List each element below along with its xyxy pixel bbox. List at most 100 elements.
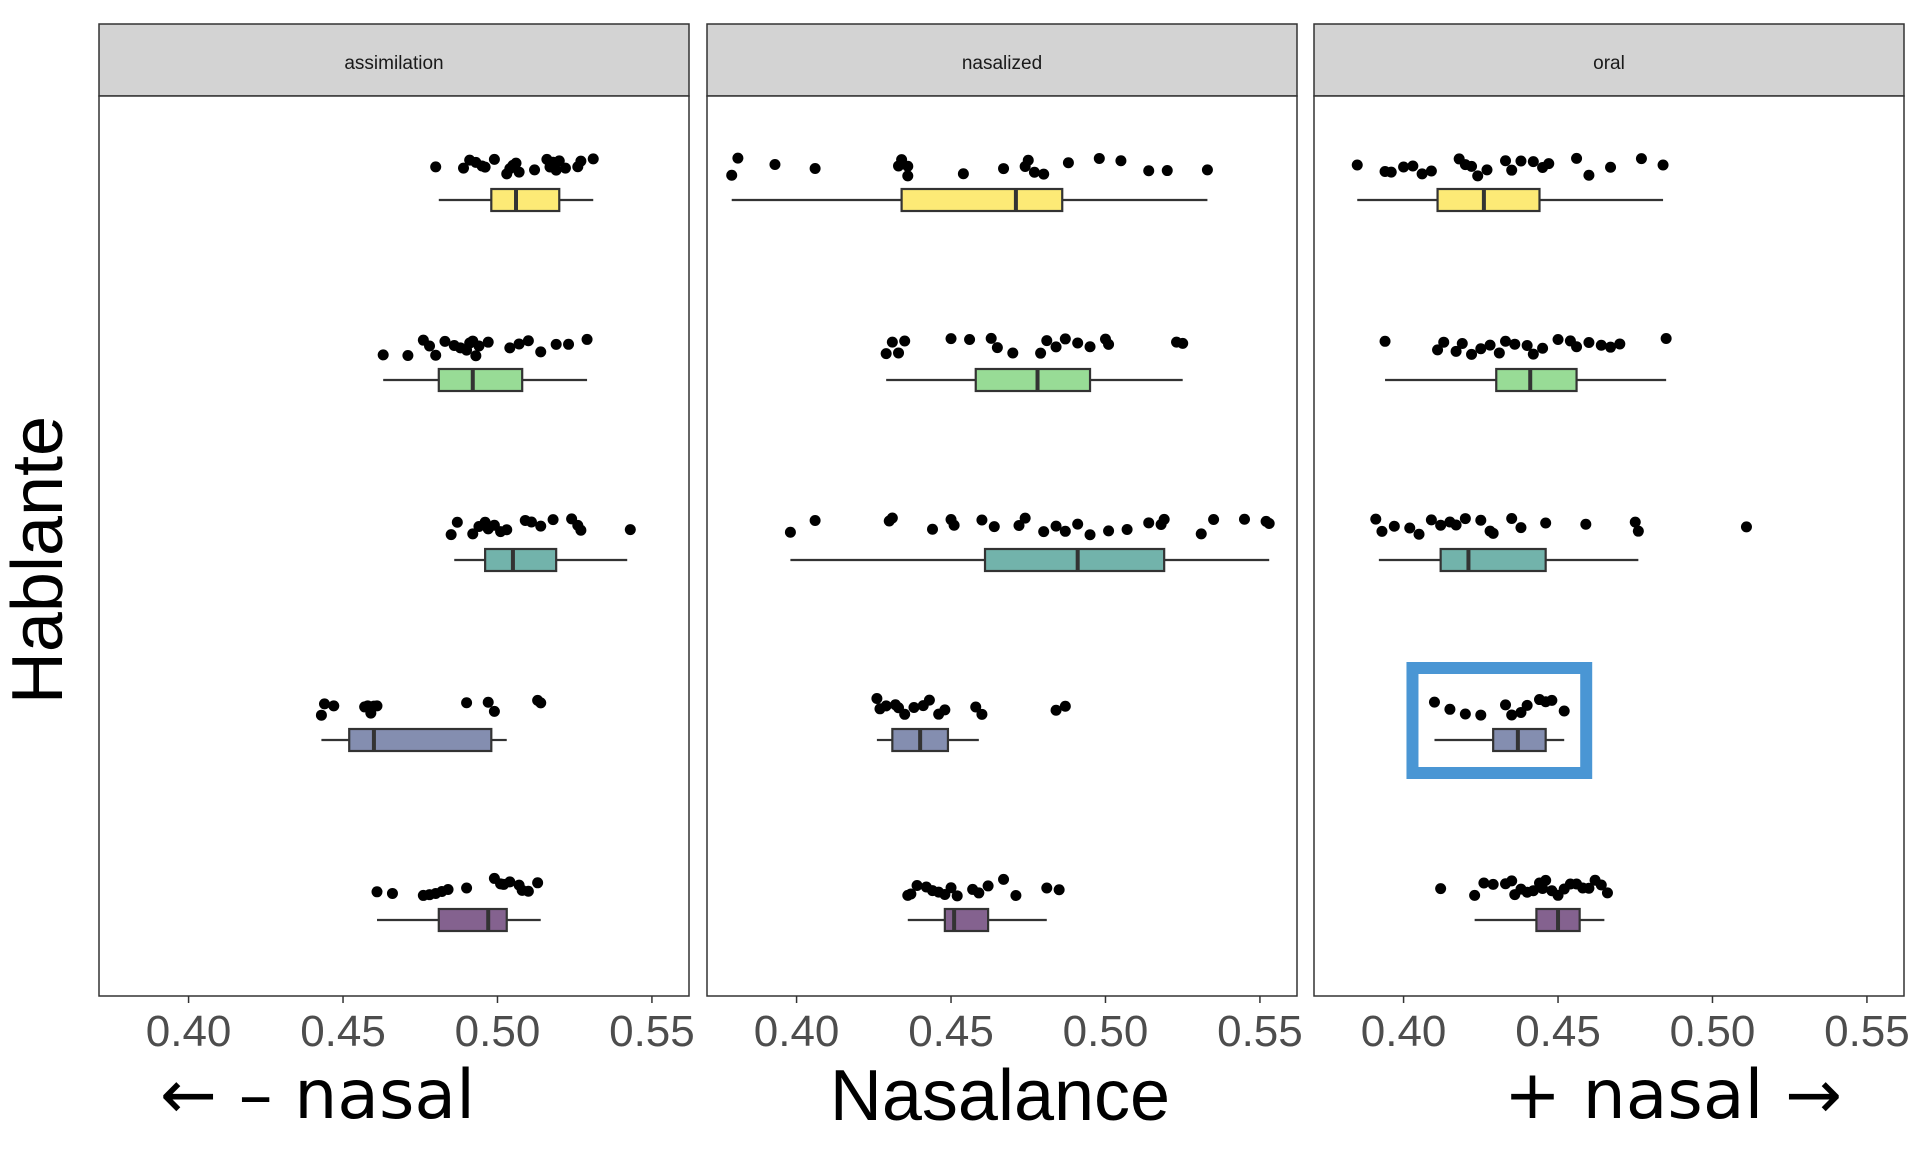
data-point [1028,166,1040,178]
data-point [402,349,414,361]
box-iqr [1436,187,1541,213]
data-point [525,516,537,528]
data-point [1208,513,1220,525]
data-point [1540,874,1552,886]
data-point [1537,342,1549,354]
facet-strip-label: oral [1593,53,1625,74]
data-point [563,338,575,350]
data-point [461,882,473,894]
group-1 [726,152,1213,213]
data-point [902,160,914,172]
data-point [1552,334,1564,346]
data-point [1072,337,1084,349]
data-point [1050,341,1062,353]
facet-strip-label: assimilation [344,53,443,74]
data-point [1558,705,1570,717]
data-point [1583,337,1595,349]
data-point [1038,526,1050,538]
data-point [473,340,485,352]
box-iqr [484,547,558,573]
data-point [880,700,892,712]
data-point [948,519,960,531]
data-point [809,514,821,526]
data-point [1263,517,1275,529]
facet-oral: oral 0.40 0.45 0.50 0.55 [1313,23,1910,1056]
data-point [371,886,383,898]
data-point [976,514,988,526]
data-point [522,885,534,897]
data-point [1425,514,1437,526]
data-point [1635,153,1647,165]
data-point [458,162,470,174]
data-point [911,879,923,891]
group-5 [1435,874,1613,933]
data-point [1385,166,1397,178]
data-point [553,155,565,167]
data-point [1438,336,1450,348]
data-point [1475,343,1487,355]
data-point [529,164,541,176]
data-point [1466,160,1478,172]
data-point [1500,335,1512,347]
data-point [1450,519,1462,531]
data-point [510,157,522,169]
box-iqr [490,187,561,213]
data-point [1481,164,1493,176]
box-iqr [983,547,1166,573]
data-point [513,338,525,350]
data-point [1059,525,1071,537]
data-point [1376,525,1388,537]
data-point [1038,168,1050,180]
data-point [328,700,340,712]
data-point [1500,699,1512,711]
data-point [424,340,436,352]
box-iqr [974,367,1092,393]
group-2 [377,333,593,393]
data-point [488,705,500,717]
data-point [1053,884,1065,896]
data-point [1571,152,1583,164]
data-point [1515,522,1527,534]
x-tick-label: 0.40 [146,1007,232,1056]
group-3 [784,512,1275,573]
group-5 [371,872,544,933]
x-tick-label: 0.40 [754,1007,840,1056]
data-point [522,335,534,347]
data-point [1238,513,1250,525]
data-point [1466,348,1478,360]
data-point [1062,157,1074,169]
data-point [1601,887,1613,899]
data-point [1143,165,1155,177]
data-point [482,336,494,348]
data-point [513,166,525,178]
data-point [998,163,1010,175]
data-point [504,342,516,354]
data-point [1093,152,1105,164]
data-point [1469,889,1481,901]
data-point [1521,340,1533,352]
box-iqr [943,907,990,933]
data-point [880,348,892,360]
x-tick-label: 0.55 [609,1007,695,1056]
data-point [905,888,917,900]
data-point [985,332,997,344]
data-point [1459,708,1471,720]
facet-panels: assimilation 0.40 0.45 0.50 0.55 nasalized 0.4… [98,23,1910,1056]
data-point [886,336,898,348]
data-point [982,880,994,892]
x-tick-label: 0.50 [455,1007,541,1056]
data-point [1428,696,1440,708]
data-point [1059,700,1071,712]
data-point [957,168,969,180]
data-point [1571,341,1583,353]
facet-assimilation: assimilation 0.40 0.45 0.50 0.55 [98,23,695,1056]
data-point [315,709,327,721]
data-point [1158,513,1170,525]
data-point [430,349,442,361]
data-point [908,702,920,714]
facet-strip [1313,23,1905,97]
data-point [1540,517,1552,529]
data-point [1475,709,1487,721]
data-point [1413,528,1425,540]
data-point [1543,158,1555,170]
